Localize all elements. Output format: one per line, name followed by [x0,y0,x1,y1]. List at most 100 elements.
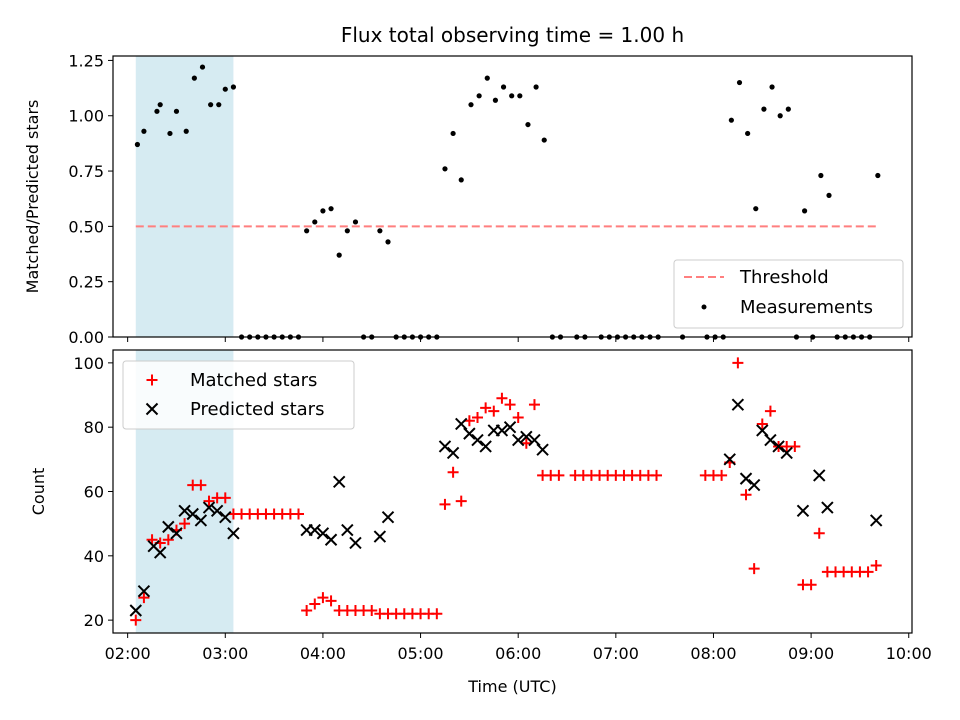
measurement-point [191,75,197,81]
predicted-star-point [137,584,151,598]
matched-star-point [480,402,492,414]
measurement-point [468,102,474,108]
measurement-point [484,75,490,81]
predicted-star-point [739,472,753,485]
x-tick-label: 07:00 [593,644,639,663]
measurement-point [320,208,326,214]
bottom-y-ticks: 20 40 60 80 100 [73,354,113,630]
bottom-plot-frame [112,349,913,634]
predicted-star-point [186,507,199,521]
matched-star-point [553,469,565,481]
matched-star-point [496,392,508,404]
predicted-star-point [153,546,167,559]
predicted-star-point [381,511,395,524]
bottom-legend: Matched stars Predicted stars [122,360,355,430]
predicted-star-point [731,398,745,411]
predicted-star-point [373,530,387,543]
matched-star-point [528,399,540,411]
predicted-star-point [536,443,549,456]
top-legend-box [673,259,904,329]
matched-star-point [301,604,313,616]
predicted-star-point [178,504,191,518]
matched-star-point [748,563,760,575]
matched-star-point [472,412,484,424]
measurement-point [442,166,448,172]
matched-star-point [130,614,142,626]
measurement-point [533,84,539,90]
measurement-point [509,93,515,99]
measurement-point [216,102,222,108]
x-tick-label: 09:00 [788,644,834,663]
measurement-point [173,108,180,114]
predicted-star-point [723,453,736,466]
legend-predicted-label: Predicted stars [190,399,324,420]
legend-measurements-swatch [701,304,707,310]
predicted-star-point [332,475,346,489]
top-y-tick-label: 0.00 [68,328,104,347]
matched-star-point [455,495,467,507]
measurement-point [344,228,350,234]
matched-stars-points [130,357,882,626]
legend-measurements-label: Measurements [740,297,873,318]
x-tick-label: 03:00 [202,644,248,663]
matched-star-point [512,412,524,424]
measurement-point [199,64,206,70]
predicted-star-point [471,433,484,447]
top-y-tick-label: 0.75 [68,162,104,181]
predicted-star-point [202,501,216,514]
predicted-star-point [308,523,321,537]
x-tick-label: 02:00 [105,644,151,663]
predicted-star-point [316,527,330,540]
measurement-point [777,113,783,119]
top-legend: Threshold Measurements [673,259,904,329]
measurement-point [753,206,759,212]
measurement-point [312,219,318,225]
predicted-star-point [511,433,525,447]
legend-predicted-swatch [145,402,159,416]
top-shaded-span [135,56,234,337]
measurement-point [826,192,832,198]
measurement-point [769,84,775,90]
matched-star-point [488,405,500,417]
measurement-point [458,177,464,183]
predicted-star-point [170,527,183,540]
legend-matched-label: Matched stars [190,370,317,391]
predicted-star-point [503,420,517,434]
measurement-point [157,102,163,108]
measurement-point [476,93,482,99]
measurement-point [818,172,824,179]
measurement-point [500,84,507,90]
legend-threshold-label: Threshold [739,267,829,288]
predicted-star-point [764,433,777,447]
predicted-star-point [194,514,208,527]
matched-star-point [504,399,516,411]
predicted-star-point [219,511,232,524]
bottom-y-tick-label: 60 [84,483,104,502]
top-y-tick-label: 0.25 [68,273,104,292]
chart-title: Flux total observing time = 1.00 h [341,23,684,47]
measurement-point [230,84,237,90]
measurement-point [183,128,189,134]
matched-star-point [179,518,191,530]
measurement-point [134,141,141,148]
predicted-star-point [813,469,826,482]
measurement-point [304,228,310,234]
x-tick-label: 04:00 [300,644,346,663]
predicted-stars-points [129,398,883,617]
measurement-point [385,239,391,245]
matched-star-point [317,592,329,604]
measurement-point [450,130,456,137]
measurement-point [141,128,147,134]
measurement-point [208,102,214,108]
predicted-star-point [455,417,468,431]
x-axis-label: Time (UTC) [467,677,556,696]
measurement-point [222,86,228,92]
x-tick-label: 05:00 [398,644,444,663]
top-y-axis-label: Matched/Predicted stars [23,100,42,294]
legend-plus-marker [146,374,158,386]
bottom-y-tick-label: 80 [84,418,104,437]
measurement-point [785,106,791,112]
matched-star-point [203,495,215,507]
